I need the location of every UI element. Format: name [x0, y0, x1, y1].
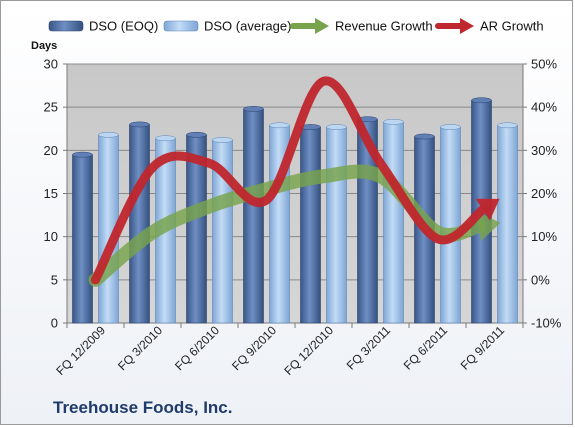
x-tick-label: FQ 12/2010 [281, 323, 336, 378]
bar-dso-average [497, 124, 518, 324]
x-tick-label: FQ 9/2010 [229, 323, 279, 373]
bar-dso-eoq-cap [186, 131, 207, 138]
x-tick-label: FQ 6/2011 [401, 323, 451, 373]
bar-dso-eoq [300, 126, 321, 324]
right-tick-label: 10% [531, 229, 557, 244]
dso-average-legend-label: DSO (average) [204, 19, 291, 34]
bar-dso-average-cap [155, 135, 176, 142]
right-tick-label: -10% [531, 316, 562, 331]
ar-growth-line [91, 76, 488, 285]
left-tick-label: 30 [44, 57, 58, 72]
revenue-growth-line [88, 164, 486, 287]
left-tick-label: 25 [44, 100, 58, 115]
company-name: Treehouse Foods, Inc. [53, 398, 233, 417]
bar-dso-eoq-cap [243, 106, 264, 112]
bar-dso-eoq-cap [471, 97, 492, 104]
right-tick-label: 0% [531, 272, 550, 287]
left-tick-label: 20 [44, 143, 58, 158]
ar-growth-legend-arrowhead [460, 18, 474, 34]
bar-dso-eoq-cap [72, 151, 93, 158]
bar-dso-eoq [129, 124, 150, 324]
revenue-growth-legend-label: Revenue Growth [335, 19, 433, 34]
bar-dso-average-cap [440, 124, 461, 130]
right-tick-label: 30% [531, 143, 557, 158]
left-axis-title: Days [31, 40, 57, 52]
dso-eoq-legend-swatch [48, 20, 84, 32]
bar-dso-average [440, 126, 461, 324]
bar-dso-eoq-cap [414, 133, 435, 140]
right-tick-label: 20% [531, 186, 557, 201]
bar-dso-average-cap [269, 122, 290, 129]
right-tick-label: 50% [531, 57, 557, 72]
bar-dso-average-cap [212, 137, 233, 143]
bar-dso-eoq-cap [129, 121, 150, 128]
x-tick-label: FQ 3/2011 [344, 323, 394, 373]
left-tick-label: 10 [44, 229, 58, 244]
bar-dso-average [383, 121, 404, 324]
x-tick-label: FQ 3/2010 [115, 323, 165, 373]
bar-dso-average-cap [326, 124, 347, 130]
x-tick-label: FQ 12/2009 [53, 323, 108, 378]
bar-dso-average-cap [383, 118, 404, 125]
left-tick-label: 0 [51, 316, 58, 331]
right-tick-label: 40% [531, 100, 557, 115]
left-tick-label: 15 [44, 186, 58, 201]
x-tick-label: FQ 6/2010 [172, 323, 222, 373]
revenue-growth-arrowhead [476, 211, 501, 241]
bar-dso-eoq [72, 154, 93, 324]
bar-dso-average-cap [497, 122, 518, 129]
dso-eoq-legend-label: DSO (EOQ) [89, 19, 158, 34]
dso-average-legend-swatch [163, 20, 199, 32]
ar-growth-arrowhead [475, 198, 500, 221]
bar-dso-average [326, 126, 347, 324]
left-tick-label: 5 [51, 272, 58, 287]
revenue-growth-legend-arrowhead [315, 18, 329, 34]
ar-growth-legend-label: AR Growth [480, 19, 544, 34]
bar-dso-average-cap [98, 131, 119, 138]
bar-dso-eoq [243, 108, 264, 324]
x-tick-label: FQ 9/2011 [458, 323, 508, 373]
